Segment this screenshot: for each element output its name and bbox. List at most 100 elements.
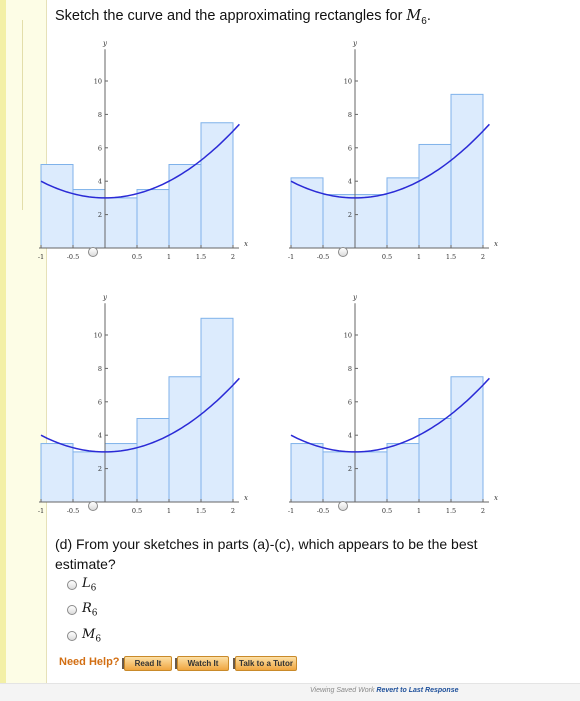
- approx-rectangle-6: [450, 93, 484, 249]
- y-tick-label: 6: [348, 398, 352, 406]
- approx-rectangle-4: [136, 189, 170, 249]
- y-tick-label: 4: [348, 432, 352, 440]
- plot-option-b: -1 -0.5 0.5 1 1.5 2 2 4 6 8 10 x y: [288, 24, 547, 279]
- x-tick-label: -0.5: [67, 507, 80, 515]
- left-margin-bar: [0, 0, 46, 700]
- approx-rectangle-2: [322, 451, 356, 503]
- plot-a-svg: -1 -0.5 0.5 1 1.5 2 2 4 6 8 10 x y: [38, 39, 248, 261]
- choice-L6[interactable]: L6: [67, 576, 97, 594]
- plot-c-svg: -1 -0.5 0.5 1 1.5 2 2 4 6 8 10 x y: [38, 293, 248, 515]
- y-axis-label: y: [102, 39, 108, 47]
- radio-option-d[interactable]: [338, 501, 348, 511]
- x-tick-label: -0.5: [317, 253, 330, 261]
- approx-rectangle-3: [104, 443, 138, 503]
- radio-option-b[interactable]: [338, 247, 348, 257]
- question-heading: Sketch the curve and the approximating r…: [55, 8, 431, 27]
- y-tick-label: 8: [348, 111, 352, 119]
- y-tick-label: 8: [348, 365, 352, 373]
- y-tick-label: 2: [348, 211, 352, 219]
- approx-rectangle-2: [322, 194, 356, 249]
- y-tick-label: 10: [94, 332, 102, 340]
- talk-to-tutor-button[interactable]: Talk to a Tutor: [233, 656, 297, 671]
- x-tick-label: 1: [167, 253, 171, 261]
- radio-option-c[interactable]: [88, 501, 98, 511]
- y-tick-label: 6: [98, 144, 102, 152]
- y-tick-label: 6: [348, 144, 352, 152]
- approx-rectangle-1: [290, 177, 324, 249]
- approx-rectangle-1: [40, 164, 74, 249]
- x-tick-label: 0.5: [382, 253, 392, 261]
- watch-it-button[interactable]: Watch It: [175, 656, 229, 671]
- footer-prefix: Viewing Saved Work: [310, 687, 377, 694]
- y-tick-label: 2: [98, 211, 102, 219]
- approx-rectangle-2: [72, 189, 106, 249]
- y-tick-label: 4: [98, 178, 102, 186]
- x-tick-label: 0.5: [132, 507, 142, 515]
- x-tick-label: 2: [481, 253, 485, 261]
- margin-divider: [22, 20, 23, 210]
- x-axis-label: x: [244, 240, 248, 248]
- footer-bar: Viewing Saved Work Revert to Last Respon…: [0, 683, 580, 701]
- x-tick-label: 1.5: [196, 507, 206, 515]
- heading-var-subscript: 6: [421, 15, 427, 27]
- x-tick-label: -0.5: [67, 253, 80, 261]
- x-tick-label: 0.5: [132, 253, 142, 261]
- approx-rectangle-6: [450, 376, 484, 503]
- choice-R6[interactable]: R6: [67, 601, 98, 619]
- heading-suffix: .: [426, 8, 431, 24]
- y-tick-label: 8: [98, 111, 102, 119]
- y-tick-label: 10: [344, 332, 352, 340]
- y-tick-label: 4: [98, 432, 102, 440]
- x-tick-label: -1: [38, 507, 44, 515]
- choice-L6-letter: L: [82, 576, 91, 591]
- choice-R6-letter: R: [82, 601, 92, 616]
- x-tick-label: 0.5: [382, 507, 392, 515]
- function-curve: [290, 123, 490, 199]
- choice-R6-radio[interactable]: [67, 604, 77, 615]
- x-tick-label: 2: [481, 507, 485, 515]
- x-tick-label: 1: [167, 507, 171, 515]
- plot-b-svg: -1 -0.5 0.5 1 1.5 2 2 4 6 8 10 x y: [288, 39, 498, 261]
- approx-rectangle-5: [418, 143, 452, 249]
- y-axis-label: y: [352, 39, 358, 47]
- y-tick-label: 8: [98, 365, 102, 373]
- plot-option-c: -1 -0.5 0.5 1 1.5 2 2 4 6 8 10 x y: [38, 278, 297, 533]
- margin-accent-stripe: [0, 0, 6, 700]
- approx-rectangle-3: [104, 197, 138, 249]
- radio-option-a[interactable]: [88, 247, 98, 257]
- choice-M6-letter: M: [82, 627, 96, 642]
- approx-rectangle-4: [386, 443, 420, 503]
- x-tick-label: 1.5: [196, 253, 206, 261]
- approx-rectangle-6: [200, 122, 234, 249]
- need-help-label: Need Help?: [59, 656, 120, 668]
- x-tick-label: -1: [38, 253, 44, 261]
- plot-d-svg: -1 -0.5 0.5 1 1.5 2 2 4 6 8 10 x y: [288, 293, 498, 515]
- x-tick-label: 1: [417, 507, 421, 515]
- read-it-button[interactable]: Read It: [122, 656, 172, 671]
- x-axis-label: x: [494, 494, 498, 502]
- plot-option-d: -1 -0.5 0.5 1 1.5 2 2 4 6 8 10 x y: [288, 278, 547, 533]
- x-tick-label: 1: [417, 253, 421, 261]
- x-axis-label: x: [494, 240, 498, 248]
- question-text: (d) From your sketches in parts (a)-(c),…: [55, 536, 478, 572]
- choice-M6[interactable]: M6: [67, 627, 101, 645]
- approx-rectangle-1: [290, 443, 324, 503]
- y-tick-label: 6: [98, 398, 102, 406]
- x-axis-label: x: [244, 494, 248, 502]
- choice-M6-radio[interactable]: [67, 630, 77, 641]
- x-tick-label: -0.5: [317, 507, 330, 515]
- choice-L6-radio[interactable]: [67, 579, 77, 590]
- plot-option-a: -1 -0.5 0.5 1 1.5 2 2 4 6 8 10 x y: [38, 24, 297, 279]
- choice-R6-sub: 6: [91, 608, 98, 619]
- function-curve: [40, 123, 240, 199]
- approx-rectangle-5: [168, 164, 202, 249]
- approx-rectangle-1: [40, 443, 74, 503]
- choice-L6-sub: 6: [90, 583, 97, 594]
- y-tick-label: 4: [348, 178, 352, 186]
- approx-rectangle-2: [72, 451, 106, 503]
- x-tick-label: 1.5: [446, 507, 456, 515]
- x-tick-label: -1: [288, 253, 294, 261]
- revert-link[interactable]: Revert to Last Response: [376, 687, 459, 694]
- x-tick-label: 1.5: [446, 253, 456, 261]
- y-axis-label: y: [352, 293, 358, 301]
